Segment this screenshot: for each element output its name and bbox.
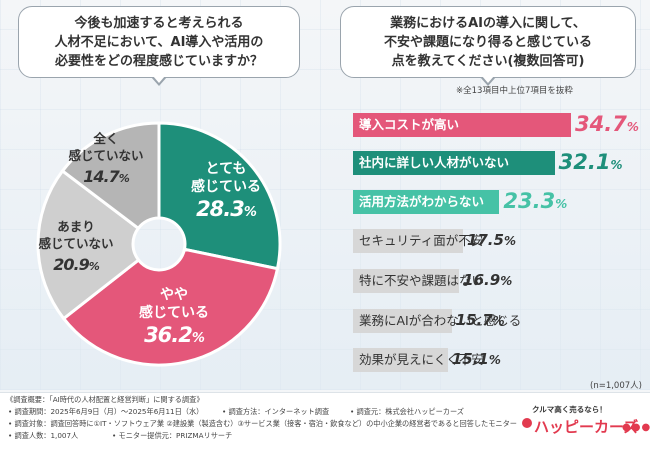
bar-fill <box>353 269 460 293</box>
logo-name: ハッピーカーズ <box>534 418 639 436</box>
bar-label: 導入コストが高い <box>359 117 460 132</box>
bar-fill <box>353 229 463 253</box>
pie-chart <box>36 121 282 367</box>
footer: 《調査概要：「AI時代の人材配置と経営判断」に関する調査》 • 調査期間：202… <box>0 392 650 451</box>
pie-label-not-much: あまり 感じていない 20.9% <box>22 218 130 276</box>
bar-fill <box>353 309 452 333</box>
pie-label-not-at-all: 全く 感じていない 14.7% <box>56 130 156 188</box>
bar-label: セキュリティ面が不安 <box>359 233 484 248</box>
pie-slice-value: 36.2% <box>144 323 205 347</box>
brand-logo: クルマ高く売るなら！ ハッピーカーズ ●●● <box>522 404 650 444</box>
pie-slice-value: 14.7% <box>83 167 130 186</box>
logo-tagline: クルマ高く売るなら！ <box>532 405 607 414</box>
question-left-bubble: 今後も加速すると考えられる 人材不足において、AI導入や活用の 必要性をどの程度… <box>18 6 300 86</box>
pie-label-very: とても 感じている 28.3% <box>183 160 269 222</box>
pie-slice-name: 感じていない <box>68 148 144 163</box>
bar-fill <box>353 113 571 137</box>
logo-dots: ●●● <box>622 422 650 433</box>
bar-value: 32.1% <box>558 150 623 174</box>
bubble-tail-inner <box>482 76 494 83</box>
pie-slice-name: とても <box>205 161 247 177</box>
bar-fill <box>353 151 555 175</box>
pie-slice <box>60 121 161 231</box>
bar-value: 17.5% <box>466 231 516 249</box>
pie-slice-name: あまり <box>57 219 95 234</box>
question-right-line: 点を教えてください(複数回答可) <box>391 54 585 69</box>
bar-value: 34.7% <box>575 112 639 136</box>
bar-label: 社内に詳しい人材がいない <box>359 155 510 170</box>
car-icon <box>522 418 532 428</box>
pie-slice-value: 20.9% <box>53 255 100 274</box>
pie-slice-name: 感じていない <box>38 236 114 251</box>
pie-label-somewhat: やや 感じている 36.2% <box>121 286 227 348</box>
pie-slice-name: 全く <box>93 131 119 146</box>
question-left-line: 必要性をどの程度感じていますか？ <box>54 54 263 69</box>
footer-heading: 《調査概要：「AI時代の人材配置と経営判断」に関する調査》 <box>6 395 204 404</box>
bubble-tail-inner <box>153 76 165 83</box>
footer-method: • 調査方法：インターネット調査 <box>222 407 330 416</box>
question-left-line: 人材不足において、AI導入や活用の <box>54 35 264 50</box>
bar-label: 特に不安や課題はない <box>359 273 485 288</box>
pie-slice-value: 28.3% <box>196 197 257 221</box>
bar-label: 効果が見えにくく不安 <box>359 352 484 367</box>
selection-note: ※全13項目中上位7項目を抜粋 <box>456 86 573 96</box>
footer-count: • 調査人数：1,007人 <box>8 431 79 440</box>
footer-provider: • モニター提供元：PRIZMAリサーチ <box>112 431 233 440</box>
question-right-bubble: 業務におけるAIの導入に関して、 不安や課題になり得ると感じている 点を教えてく… <box>340 6 636 86</box>
footer-target: • 調査対象：調査回答時に①IT・ソフトウェア業 ②建設業（製造含む）③サービス… <box>8 419 517 428</box>
bar-value: 15.7% <box>455 311 505 329</box>
question-right-line: 不安や課題になり得ると感じている <box>383 35 592 50</box>
pie-slice <box>157 121 282 271</box>
bar-fill <box>353 348 448 372</box>
bar-label: 活用方法がわからない <box>359 194 485 209</box>
bar-value: 23.3% <box>503 189 568 213</box>
pie-slice <box>36 168 141 321</box>
bar-fill <box>353 190 500 214</box>
question-right-line: 業務におけるAIの導入に関して、 <box>390 16 586 31</box>
pie-slice-name: 感じている <box>191 179 261 195</box>
footer-period: • 調査期間：2025年6月9日（月）〜2025年6月11日（水） <box>8 407 204 416</box>
pie-slice-name: 感じている <box>139 305 209 321</box>
bar-label: 業務にAIが合わないと感じる <box>359 313 522 328</box>
question-left-line: 今後も加速すると考えられる <box>74 16 244 31</box>
sample-size: (n=1,007人) <box>590 381 642 391</box>
footer-organizer: • 調査元：株式会社ハッピーカーズ <box>350 407 464 416</box>
bar-value: 16.9% <box>463 271 513 289</box>
bar-value: 15.1% <box>451 350 501 368</box>
pie-slice-name: やや <box>160 287 188 303</box>
